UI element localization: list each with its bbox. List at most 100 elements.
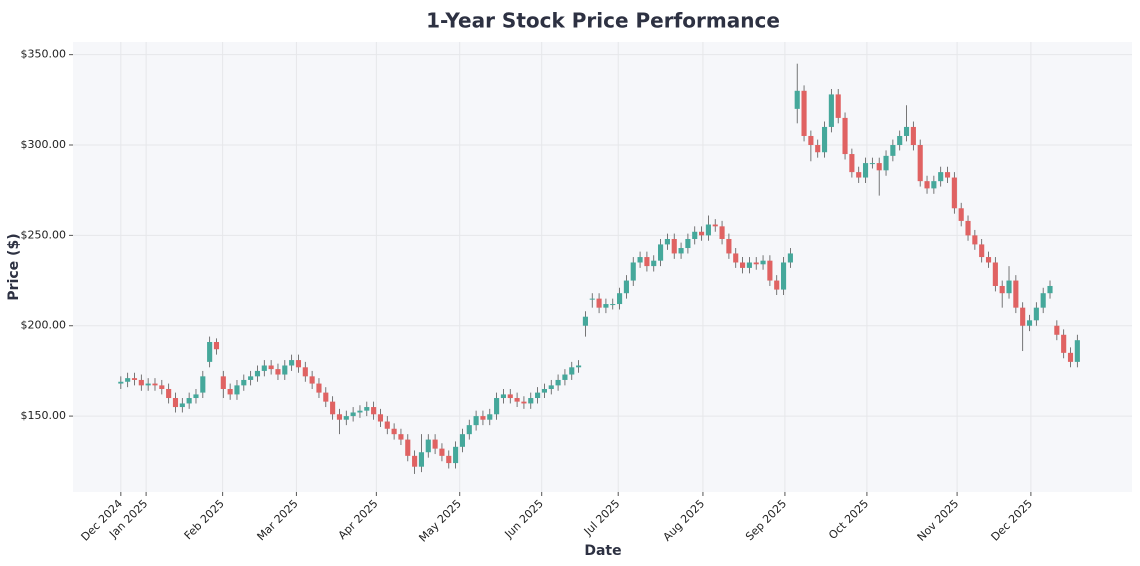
candle-body: [1033, 307, 1039, 321]
candle-body: [835, 94, 841, 118]
candle-body: [910, 126, 916, 146]
candle-body: [623, 280, 629, 294]
candle-body: [152, 383, 158, 386]
candle-body: [459, 434, 466, 447]
candle-body: [118, 381, 124, 384]
candle-body: [528, 398, 534, 404]
candle-body: [862, 163, 869, 178]
candle-body: [193, 394, 199, 399]
candle-body: [1040, 293, 1046, 308]
candle-body: [514, 398, 520, 402]
candle-body: [254, 370, 261, 377]
candle-body: [699, 231, 705, 236]
candle-body: [589, 298, 595, 300]
x-tick-label: May 2025: [416, 497, 464, 545]
candle-body: [576, 365, 582, 368]
candle-body: [186, 398, 192, 404]
candle-body: [897, 135, 903, 146]
candle-body: [418, 452, 425, 467]
candle-body: [630, 262, 636, 281]
candle-body: [316, 383, 322, 393]
candle-body: [938, 172, 944, 182]
candle-body: [1067, 352, 1074, 362]
candle-body: [500, 394, 506, 399]
candle-body: [535, 392, 541, 399]
candle-body: [924, 181, 930, 189]
x-tick-label: Oct 2025: [826, 497, 871, 542]
candle-body: [569, 367, 575, 375]
candle-body: [412, 455, 418, 467]
candle-body: [883, 155, 889, 171]
x-tick-label: Feb 2025: [182, 497, 227, 542]
candle-body: [965, 220, 971, 236]
y-tick-label: $300.00: [21, 138, 67, 151]
candle-body: [739, 262, 746, 268]
candle-body: [432, 439, 438, 449]
candle-body: [234, 385, 240, 395]
x-tick-label: Sep 2025: [743, 497, 789, 543]
candle-body: [289, 360, 295, 366]
candle-body: [357, 410, 363, 413]
candle-body: [473, 416, 479, 426]
y-tick-label: $150.00: [21, 409, 67, 422]
candle-body: [944, 172, 951, 178]
candle-body: [972, 235, 978, 245]
candle-body: [644, 257, 650, 267]
candle-body: [377, 414, 384, 422]
candle-body: [610, 304, 616, 306]
candle-body: [719, 226, 725, 239]
x-axis-label: Date: [584, 543, 621, 559]
candle-body: [658, 244, 664, 261]
candle-body: [712, 224, 718, 227]
candle-body: [282, 365, 288, 375]
candle-body: [617, 293, 623, 305]
candle-body: [753, 262, 759, 265]
candle-body: [1061, 334, 1067, 353]
candle-body: [787, 253, 793, 263]
y-axis-label: Price ($): [6, 233, 22, 300]
candle-body: [172, 398, 179, 408]
candle-body: [774, 280, 780, 290]
candle-body: [979, 244, 985, 258]
candle-body: [541, 388, 547, 393]
candle-body: [336, 414, 343, 420]
candle-body: [364, 407, 370, 411]
candle-body: [794, 90, 800, 109]
candle-body: [398, 434, 404, 440]
candle-body: [555, 379, 561, 386]
candle-body: [603, 304, 609, 308]
candle-body: [651, 260, 657, 267]
candle-body: [343, 416, 349, 420]
candle-body: [200, 376, 206, 393]
candle-body: [548, 385, 554, 389]
candle-body: [637, 257, 643, 263]
candle-body: [692, 231, 698, 239]
candle-body: [726, 238, 732, 254]
x-tick-label: Dec 2025: [989, 497, 1036, 544]
candle-body: [405, 439, 411, 456]
candle-body: [958, 208, 964, 221]
y-tick-label: $250.00: [21, 228, 67, 241]
candle-body: [220, 376, 226, 389]
candle-body: [487, 414, 493, 420]
candle-body: [931, 181, 937, 189]
candle-body: [849, 154, 855, 173]
candle-body: [678, 248, 684, 254]
candle-body: [582, 316, 588, 326]
candle-body: [999, 285, 1005, 294]
candle-body: [302, 367, 308, 377]
x-tick-label: Jun 2025: [502, 497, 546, 541]
candle-body: [295, 360, 302, 368]
candle-body: [507, 394, 513, 399]
candle-body: [446, 455, 452, 464]
candle-body: [480, 416, 486, 420]
candle-body: [985, 257, 992, 263]
y-tick-label: $200.00: [21, 319, 67, 332]
candle-body: [309, 376, 315, 384]
candle-body: [439, 448, 445, 456]
candle-body: [166, 388, 172, 399]
candle-body: [821, 126, 828, 153]
candle-body: [248, 376, 254, 380]
candle-body: [1054, 325, 1060, 335]
